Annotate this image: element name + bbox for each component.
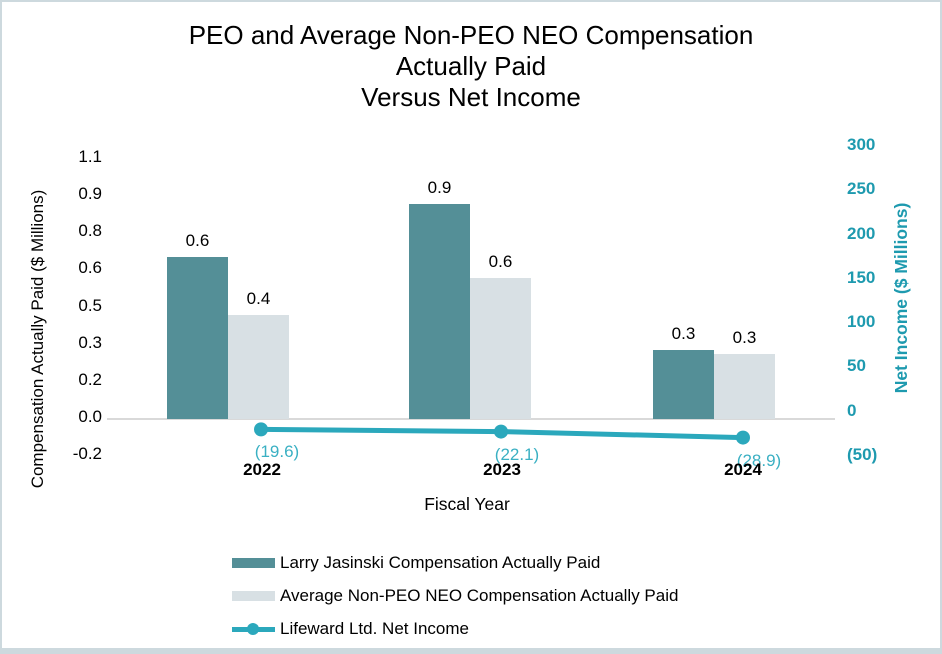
- left-tick-label: 1.1: [78, 147, 102, 166]
- bar-nonpeo: [228, 315, 289, 419]
- legend-label-netincome: Lifeward Ltd. Net Income: [280, 619, 469, 638]
- left-tick-label: 0.5: [78, 295, 102, 315]
- legend-item-nonpeo: Average Non-PEO NEO Compensation Actuall…: [232, 586, 678, 606]
- bar-value-label: 0.3: [671, 324, 696, 343]
- legend: Larry Jasinski Compensation Actually Pai…: [232, 553, 678, 639]
- net-income-value-label: (22.1): [494, 444, 540, 464]
- left-tick-label: -0.2: [72, 444, 102, 463]
- legend-item-peo: Larry Jasinski Compensation Actually Pai…: [232, 553, 678, 573]
- chart-title: PEO and Average Non-PEO NEO Compensation…: [2, 20, 940, 113]
- bar-value-label: 0.6: [185, 231, 210, 250]
- net-income-marker-icon: [494, 424, 508, 439]
- net-income-value-label: (28.9): [736, 450, 782, 470]
- net-income-line-swatch-icon: [232, 622, 275, 636]
- x-category-label: 2023: [483, 460, 521, 479]
- x-axis-title: Fiscal Year: [424, 494, 510, 514]
- right-tick-label: 0: [847, 400, 857, 420]
- legend-label-nonpeo: Average Non-PEO NEO Compensation Actuall…: [280, 586, 679, 605]
- chart-title-line-3: Versus Net Income: [361, 82, 581, 112]
- right-tick-label: 150: [847, 267, 876, 287]
- peo-bar-swatch-icon: [232, 558, 275, 568]
- x-category-label: 2024: [724, 460, 762, 479]
- chart-title-line-1: PEO and Average Non-PEO NEO Compensation: [188, 20, 754, 50]
- legend-item-netincome: Lifeward Ltd. Net Income: [232, 619, 678, 639]
- bar-nonpeo: [470, 278, 531, 419]
- bar-value-label: 0.9: [427, 178, 452, 197]
- bar-value-label: 0.6: [488, 252, 513, 271]
- right-tick-label: (50): [847, 445, 878, 465]
- left-tick-label: 0.9: [78, 184, 102, 204]
- right-tick-label: 50: [847, 356, 866, 376]
- bar-peo: [653, 350, 714, 419]
- left-tick-label: 0.2: [78, 369, 102, 389]
- bar-nonpeo: [714, 354, 775, 419]
- right-tick-label: 250: [847, 179, 876, 199]
- net-income-marker-icon: [254, 422, 268, 437]
- chart-title-line-2: Actually Paid: [395, 51, 547, 81]
- x-axis-line: [107, 418, 835, 420]
- right-tick-label: 200: [847, 223, 876, 243]
- left-tick-label: 0.0: [78, 406, 102, 426]
- bar-value-label: 0.3: [732, 328, 757, 347]
- left-tick-label: 0.3: [78, 332, 102, 352]
- bar-peo: [167, 257, 228, 419]
- legend-label-peo: Larry Jasinski Compensation Actually Pai…: [280, 553, 601, 572]
- net-income-value-label: (19.6): [254, 442, 300, 462]
- right-tick-label: 300: [847, 135, 876, 154]
- bar-peo: [409, 204, 470, 419]
- right-axis-title: Net Income ($ Millions): [891, 202, 911, 394]
- left-tick-label: 0.6: [78, 258, 102, 278]
- left-tick-label: 0.8: [78, 221, 102, 241]
- nonpeo-bar-swatch-icon: [232, 591, 275, 601]
- bar-value-label: 0.4: [246, 289, 271, 308]
- net-income-marker-icon: [736, 430, 750, 445]
- right-tick-label: 100: [847, 312, 876, 332]
- x-category-label: 2022: [243, 460, 281, 479]
